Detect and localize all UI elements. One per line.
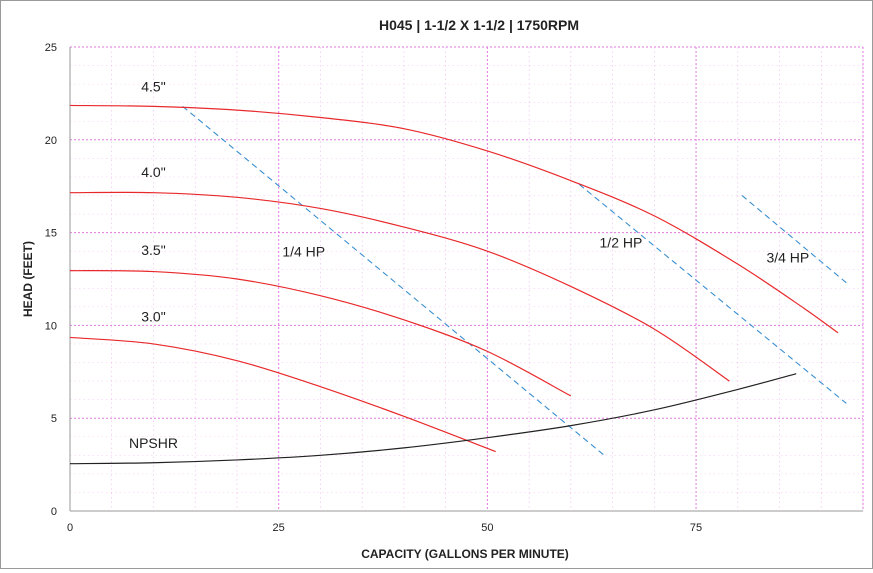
npshr-curve bbox=[69, 373, 797, 465]
x-tick-label: 75 bbox=[690, 522, 702, 534]
y-axis-title: HEAD (FEET) bbox=[21, 241, 35, 317]
x-tick-label: 0 bbox=[67, 522, 73, 534]
impeller-curve bbox=[69, 336, 496, 453]
x-axis-title: CAPACITY (GALLONS PER MINUTE) bbox=[361, 547, 569, 561]
hp-lines-layer bbox=[182, 105, 847, 456]
curve-label: 4.5" bbox=[141, 79, 165, 95]
impeller-curve bbox=[69, 191, 730, 382]
hp-line bbox=[182, 105, 605, 456]
x-tick-label: 25 bbox=[273, 522, 285, 534]
annotation-layer: 4.5" 4.0" 3.5" 3.0" NPSHR 1/4 HP 1/2 HP 3/4 HP bbox=[129, 79, 809, 451]
x-tick-label: 50 bbox=[481, 522, 493, 534]
curve-label: 1/4 HP bbox=[282, 244, 325, 260]
impeller-curve bbox=[69, 104, 839, 334]
curve-label: 3.0" bbox=[141, 309, 165, 325]
y-tick-label: 10 bbox=[45, 320, 57, 332]
curve-label: 1/2 HP bbox=[600, 234, 643, 250]
chart-title: H045 | 1-1/2 X 1-1/2 | 1750RPM bbox=[379, 17, 579, 33]
hp-line bbox=[741, 195, 847, 284]
impeller-curve bbox=[69, 270, 572, 397]
series-layer bbox=[69, 104, 839, 465]
y-tick-label: 20 bbox=[45, 135, 57, 147]
y-tick-label: 0 bbox=[51, 506, 57, 518]
y-tick-label: 15 bbox=[45, 228, 57, 240]
axis-layer: 0 25 50 75 0 5 10 15 20 25 bbox=[45, 42, 863, 534]
y-tick-label: 25 bbox=[45, 42, 57, 54]
hp-line bbox=[578, 183, 847, 404]
curve-label: 3/4 HP bbox=[766, 249, 809, 265]
curve-label: 4.0" bbox=[141, 164, 165, 180]
curve-label: NPSHR bbox=[129, 435, 178, 451]
grid-layer bbox=[70, 46, 864, 511]
curve-label: 3.5" bbox=[141, 242, 165, 258]
y-tick-label: 5 bbox=[51, 413, 57, 425]
